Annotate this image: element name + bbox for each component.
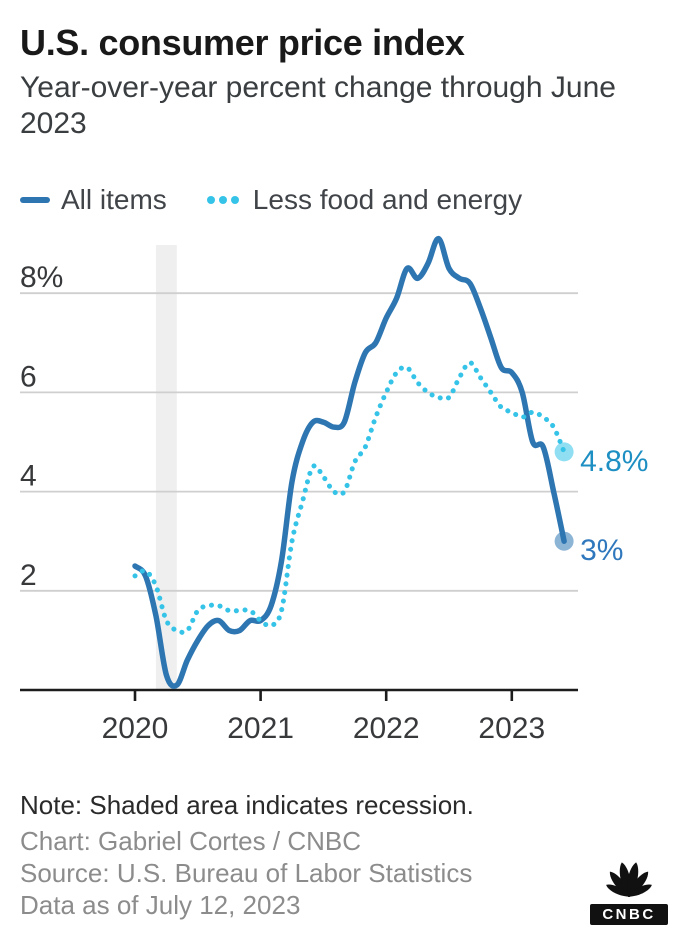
- legend-label-less-food-and-energy: Less food and energy: [252, 184, 523, 215]
- chart-legend: All items Less food and energy: [20, 184, 522, 216]
- x-tick-label-2021: 2021: [227, 712, 294, 745]
- cnbc-logo: CNBC: [590, 853, 668, 925]
- chart-subtitle: Year-over-year percent change through Ju…: [20, 71, 616, 140]
- x-tick-label-2022: 2022: [353, 712, 420, 745]
- series-line-less-food-and-energy: [132, 360, 567, 635]
- end-label-all-items: 3%: [580, 534, 623, 567]
- legend-label-all-items: All items: [61, 184, 167, 215]
- y-tick-label-4: 4: [20, 460, 37, 493]
- legend-item-less-food-and-energy: Less food and energy: [206, 184, 523, 216]
- cnbc-wordmark: CNBC: [590, 904, 668, 925]
- end-dot-less-food-and-energy: [554, 442, 574, 462]
- y-tick-label-2: 2: [20, 559, 37, 592]
- data-as-of-line: Data as of July 12, 2023: [20, 890, 301, 920]
- recession-band: [155, 245, 177, 690]
- source-line: Source: U.S. Bureau of Labor Statistics: [20, 858, 473, 888]
- y-tick-label-6: 6: [20, 360, 37, 393]
- series-line-all-items: [132, 235, 567, 689]
- page-title: U.S. consumer price index: [20, 22, 465, 63]
- chart-note: Note: Shaded area indicates recession.: [20, 790, 474, 820]
- dotted-line-swatch-icon: [206, 196, 239, 204]
- legend-item-all-items: All items: [20, 184, 167, 216]
- end-dot-all-items: [554, 531, 574, 551]
- solid-line-swatch-icon: [20, 197, 50, 203]
- y-tick-label-8: 8%: [20, 261, 63, 294]
- end-label-less-food-and-energy: 4.8%: [580, 445, 648, 478]
- chart-credits: Chart: Gabriel Cortes / CNBC Source: U.S…: [20, 825, 472, 921]
- x-tick-label-2020: 2020: [102, 712, 169, 745]
- x-tick-label-2023: 2023: [478, 712, 545, 745]
- credit-line: Chart: Gabriel Cortes / CNBC: [20, 826, 361, 856]
- cnbc-peacock-icon: [606, 862, 652, 898]
